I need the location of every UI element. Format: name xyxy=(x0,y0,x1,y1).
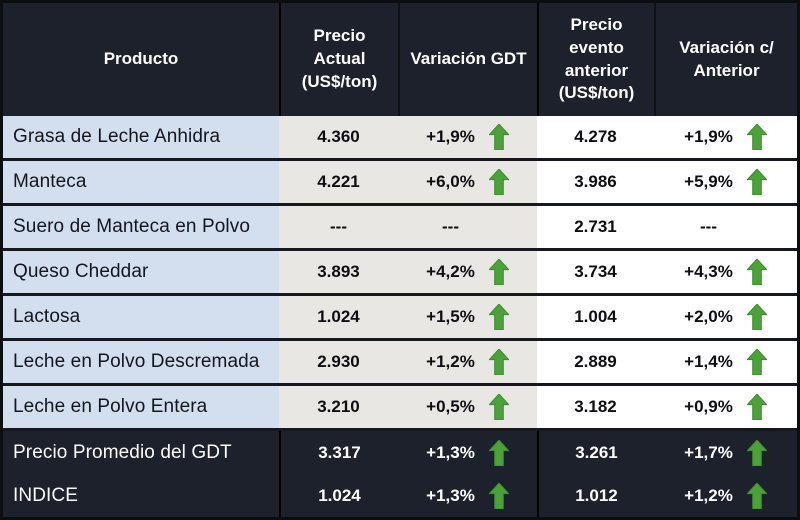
variacion-anterior-value: +1,4% xyxy=(684,352,733,371)
variacion-gdt-cell: +6,0% xyxy=(398,161,537,203)
precio-actual-value: 3.893 xyxy=(279,251,398,293)
column-header-variacion-anterior: Variación c/ Anterior xyxy=(654,3,797,116)
precio-actual-value: 3.317 xyxy=(279,431,398,474)
variacion-gdt-value: +1,5% xyxy=(426,307,475,326)
up-arrow-icon xyxy=(746,169,767,195)
up-arrow-icon xyxy=(488,259,509,285)
variacion-gdt-value: +1,3% xyxy=(426,485,475,505)
up-arrow-icon xyxy=(746,124,767,150)
variacion-anterior-cell: +0,9% xyxy=(654,386,797,428)
variacion-anterior-cell: +1,9% xyxy=(654,116,797,158)
variacion-gdt-cell: +4,2% xyxy=(398,251,537,293)
up-arrow-icon xyxy=(746,304,767,330)
up-arrow-icon xyxy=(746,259,767,285)
variacion-anterior-value: +5,9% xyxy=(684,172,733,191)
summary-row-promedio: Precio Promedio del GDT 3.317 +1,3% 3.26… xyxy=(3,431,797,474)
precio-anterior-value: 2.889 xyxy=(537,341,654,383)
up-arrow-icon xyxy=(488,439,509,466)
variacion-gdt-value: +1,9% xyxy=(426,127,475,146)
variacion-anterior-value: +0,9% xyxy=(684,397,733,416)
table-row: Grasa de Leche Anhidra 4.360 +1,9% 4.278… xyxy=(3,116,797,161)
table-row: Suero de Manteca en Polvo --- --- 2.731 … xyxy=(3,206,797,251)
variacion-anterior-cell: +4,3% xyxy=(654,251,797,293)
variacion-anterior-cell: +5,9% xyxy=(654,161,797,203)
variacion-gdt-cell: +1,9% xyxy=(398,116,537,158)
variacion-anterior-cell: --- xyxy=(654,206,797,248)
variacion-anterior-value: +1,9% xyxy=(684,127,733,146)
precio-anterior-value: 3.734 xyxy=(537,251,654,293)
product-name: Leche en Polvo Descremada xyxy=(3,341,279,383)
product-name: Suero de Manteca en Polvo xyxy=(3,206,279,248)
column-header-precio-actual: Precio Actual (US$/ton) xyxy=(279,3,398,116)
precio-actual-value: 4.360 xyxy=(279,116,398,158)
precio-anterior-value: 3.986 xyxy=(537,161,654,203)
up-arrow-icon xyxy=(488,394,509,420)
variacion-anterior-value: +1,2% xyxy=(684,485,733,505)
up-arrow-icon xyxy=(488,304,509,330)
variacion-gdt-cell: +1,3% xyxy=(398,431,537,474)
up-arrow-icon xyxy=(746,349,767,375)
variacion-gdt-cell: +1,5% xyxy=(398,296,537,338)
precio-actual-value: 3.210 xyxy=(279,386,398,428)
precio-anterior-value: 1.004 xyxy=(537,296,654,338)
up-arrow-icon xyxy=(746,482,767,509)
variacion-anterior-value: +2,0% xyxy=(684,307,733,326)
variacion-gdt-value: +1,2% xyxy=(426,352,475,371)
variacion-anterior-cell: +2,0% xyxy=(654,296,797,338)
variacion-anterior-value: --- xyxy=(700,217,717,236)
variacion-gdt-value: --- xyxy=(442,217,459,236)
precio-anterior-value: 2.731 xyxy=(537,206,654,248)
up-arrow-icon xyxy=(488,482,509,509)
summary-row-indice: INDICE 1.024 +1,3% 1.012 +1,2% xyxy=(3,474,797,517)
product-name: Queso Cheddar xyxy=(3,251,279,293)
variacion-gdt-value: +1,3% xyxy=(426,442,475,462)
up-arrow-icon xyxy=(488,124,509,150)
up-arrow-icon xyxy=(746,394,767,420)
table-header-row: Producto Precio Actual (US$/ton) Variaci… xyxy=(3,3,797,116)
table-row: Leche en Polvo Descremada 2.930 +1,2% 2.… xyxy=(3,341,797,386)
variacion-gdt-value: +4,2% xyxy=(426,262,475,281)
precio-actual-value: 1.024 xyxy=(279,296,398,338)
variacion-gdt-value: +0,5% xyxy=(426,397,475,416)
table-row: Leche en Polvo Entera 3.210 +0,5% 3.182 … xyxy=(3,386,797,431)
variacion-anterior-cell: +1,4% xyxy=(654,341,797,383)
variacion-gdt-cell: +1,3% xyxy=(398,474,537,517)
precio-actual-value: 2.930 xyxy=(279,341,398,383)
precio-actual-value: 4.221 xyxy=(279,161,398,203)
variacion-gdt-value: +6,0% xyxy=(426,172,475,191)
column-header-precio-evento-anterior: Precio evento anterior (US$/ton) xyxy=(537,3,654,116)
product-name: Lactosa xyxy=(3,296,279,338)
summary-label: INDICE xyxy=(13,484,78,506)
column-header-producto: Producto xyxy=(103,49,179,69)
variacion-anterior-value: +4,3% xyxy=(684,262,733,281)
up-arrow-icon xyxy=(488,169,509,195)
variacion-anterior-cell: +1,2% xyxy=(654,474,797,517)
product-name: Leche en Polvo Entera xyxy=(3,386,279,428)
summary-label: Precio Promedio del GDT xyxy=(13,441,232,463)
product-name: Manteca xyxy=(3,161,279,203)
precio-anterior-value: 1.012 xyxy=(537,474,654,517)
table-row: Lactosa 1.024 +1,5% 1.004 +2,0% xyxy=(3,296,797,341)
product-name: Grasa de Leche Anhidra xyxy=(3,116,279,158)
precio-actual-value: --- xyxy=(279,206,398,248)
up-arrow-icon xyxy=(488,349,509,375)
precio-anterior-value: 4.278 xyxy=(537,116,654,158)
precio-anterior-value: 3.182 xyxy=(537,386,654,428)
column-header-variacion-gdt: Variación GDT xyxy=(398,3,537,116)
table-row: Manteca 4.221 +6,0% 3.986 +5,9% xyxy=(3,161,797,206)
up-arrow-icon xyxy=(746,439,767,466)
precio-actual-value: 1.024 xyxy=(279,474,398,517)
precio-anterior-value: 3.261 xyxy=(537,431,654,474)
variacion-anterior-value: +1,7% xyxy=(684,442,733,462)
variacion-gdt-cell: --- xyxy=(398,206,537,248)
table-row: Queso Cheddar 3.893 +4,2% 3.734 +4,3% xyxy=(3,251,797,296)
variacion-gdt-cell: +1,2% xyxy=(398,341,537,383)
variacion-gdt-cell: +0,5% xyxy=(398,386,537,428)
variacion-anterior-cell: +1,7% xyxy=(654,431,797,474)
